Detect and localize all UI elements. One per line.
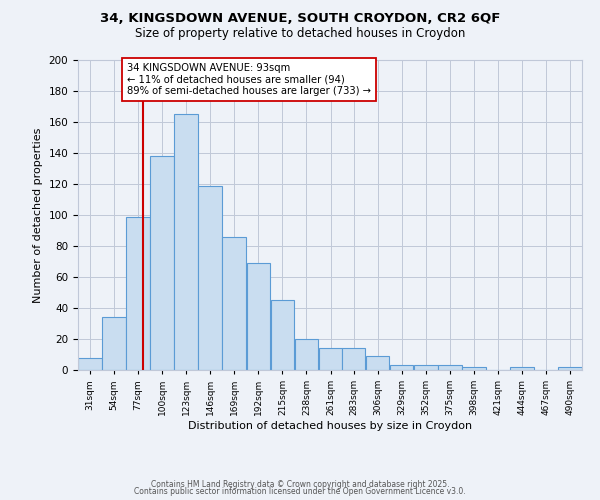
- Bar: [271, 300, 294, 370]
- Text: Contains public sector information licensed under the Open Government Licence v3: Contains public sector information licen…: [134, 487, 466, 496]
- Bar: [295, 339, 319, 370]
- Y-axis label: Number of detached properties: Number of detached properties: [33, 128, 43, 302]
- X-axis label: Distribution of detached houses by size in Croydon: Distribution of detached houses by size …: [188, 421, 472, 431]
- Bar: [175, 114, 198, 370]
- Bar: [462, 367, 485, 370]
- Bar: [390, 366, 413, 370]
- Bar: [247, 263, 270, 370]
- Text: 34, KINGSDOWN AVENUE, SOUTH CROYDON, CR2 6QF: 34, KINGSDOWN AVENUE, SOUTH CROYDON, CR2…: [100, 12, 500, 26]
- Bar: [414, 366, 437, 370]
- Bar: [366, 356, 389, 370]
- Bar: [438, 366, 461, 370]
- Bar: [151, 156, 174, 370]
- Bar: [510, 367, 534, 370]
- Text: Size of property relative to detached houses in Croydon: Size of property relative to detached ho…: [135, 28, 465, 40]
- Bar: [126, 216, 150, 370]
- Bar: [223, 236, 246, 370]
- Bar: [558, 367, 582, 370]
- Bar: [319, 348, 343, 370]
- Bar: [341, 348, 365, 370]
- Bar: [102, 318, 126, 370]
- Text: 34 KINGSDOWN AVENUE: 93sqm
← 11% of detached houses are smaller (94)
89% of semi: 34 KINGSDOWN AVENUE: 93sqm ← 11% of deta…: [127, 63, 371, 96]
- Bar: [78, 358, 102, 370]
- Text: Contains HM Land Registry data © Crown copyright and database right 2025.: Contains HM Land Registry data © Crown c…: [151, 480, 449, 489]
- Bar: [199, 186, 222, 370]
